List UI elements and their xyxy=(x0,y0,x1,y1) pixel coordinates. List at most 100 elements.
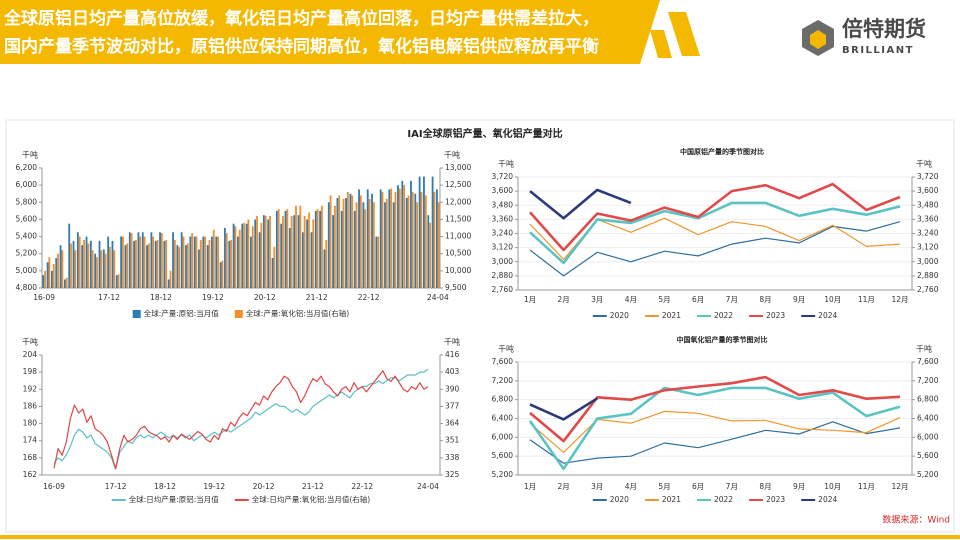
y-tick-label: 186 xyxy=(23,401,38,410)
bar xyxy=(314,210,317,288)
x-tick-label: 12月 xyxy=(891,295,908,304)
line xyxy=(529,397,598,421)
bar xyxy=(262,215,265,288)
legend-label: 2020 xyxy=(610,311,629,320)
y2-tick-label: 377 xyxy=(445,401,460,410)
bar xyxy=(204,236,207,288)
bar xyxy=(353,210,356,288)
bar xyxy=(379,189,382,288)
logo-icon-core xyxy=(810,30,826,49)
x-tick-label: 16-09 xyxy=(33,293,55,302)
bar xyxy=(81,245,84,288)
y-tick-label: 3,000 xyxy=(492,257,514,266)
legend-label: 2022 xyxy=(714,311,733,320)
bar xyxy=(143,236,146,288)
y-tick-label: 3,480 xyxy=(492,200,514,209)
y-tick-label: 204 xyxy=(23,350,38,359)
bar xyxy=(139,236,142,288)
bar xyxy=(206,245,209,288)
bar xyxy=(403,185,406,288)
chart-title: 中国氧化铝产量的季节图对比 xyxy=(677,335,768,344)
bar xyxy=(182,236,185,288)
legend: 全球:日均产量:原铝:当月值 全球:日均产量:氧化铝:当月值(右轴) xyxy=(111,494,370,504)
bar xyxy=(186,243,189,288)
x-tick-label: 21-12 xyxy=(302,482,324,491)
bar xyxy=(228,240,231,288)
y-tick-label: 5,800 xyxy=(16,197,38,206)
line xyxy=(529,375,901,443)
y-tick-label: 162 xyxy=(23,470,38,479)
bar xyxy=(368,198,371,288)
bar xyxy=(290,216,293,288)
bar xyxy=(423,176,425,288)
x-tick-label: 7月 xyxy=(726,482,738,491)
x-tick-label: 21-12 xyxy=(306,293,328,302)
legend-label: 2020 xyxy=(610,495,629,504)
legend-label: 2023 xyxy=(766,311,785,320)
bar xyxy=(346,192,349,288)
y2-tick-label: 2,880 xyxy=(917,271,939,280)
y2-tick-label: 9,500 xyxy=(445,283,467,292)
bar xyxy=(342,198,345,288)
x-tick-label: 17-12 xyxy=(105,482,127,491)
bar xyxy=(295,205,297,288)
bar xyxy=(72,240,75,288)
bar xyxy=(366,189,369,288)
y2-tick-label: 364 xyxy=(445,419,460,428)
y-tick-label: 3,120 xyxy=(492,243,514,252)
bar xyxy=(152,236,155,288)
bar xyxy=(308,212,310,288)
y-tick-label: 5,200 xyxy=(492,470,514,479)
y2-tick-label: 5,600 xyxy=(917,451,939,460)
x-tick-label: 4月 xyxy=(625,295,637,304)
line xyxy=(529,188,632,220)
bar xyxy=(237,236,239,288)
x-tick-label: 1月 xyxy=(524,482,536,491)
y2-tick-label: 416 xyxy=(445,350,460,359)
x-tick-label: 6月 xyxy=(692,482,704,491)
bar xyxy=(98,240,101,288)
bar xyxy=(364,209,367,288)
bar xyxy=(102,249,105,288)
bar xyxy=(410,180,412,288)
bar xyxy=(381,192,384,288)
bar xyxy=(74,250,77,288)
x-tick-label: 24-04 xyxy=(417,482,439,491)
bar xyxy=(299,205,302,288)
bar xyxy=(63,279,66,288)
bar xyxy=(94,253,97,288)
bar xyxy=(433,192,436,288)
x-tick-label: 9月 xyxy=(793,482,805,491)
bar xyxy=(57,253,59,288)
x-tick-label: 22-12 xyxy=(358,293,380,302)
bar xyxy=(340,210,343,288)
legend-label: 2024 xyxy=(818,311,837,320)
bar xyxy=(195,236,198,288)
y2-tick-label: 3,000 xyxy=(917,257,939,266)
bar xyxy=(312,219,315,288)
bar xyxy=(424,195,427,288)
legend-label: 全球:日均产量:原铝:当月值 xyxy=(129,494,220,504)
bar xyxy=(371,193,373,288)
bar xyxy=(390,188,393,288)
y2-tick-label: 10,000 xyxy=(445,266,471,275)
bar xyxy=(436,189,438,288)
y-tick-label: 5,600 xyxy=(16,214,38,223)
y2-axis-unit: 千吨 xyxy=(444,337,460,347)
y-tick-label: 168 xyxy=(23,453,38,462)
y-tick-label: 6,000 xyxy=(492,432,514,441)
line xyxy=(53,370,429,469)
y-tick-label: 4,800 xyxy=(16,283,38,292)
bar xyxy=(345,198,347,288)
line xyxy=(529,221,901,277)
bar xyxy=(429,222,432,288)
bar xyxy=(254,219,257,288)
chart-title: 中国原铝产量的季节图对比 xyxy=(680,147,764,156)
bar xyxy=(306,219,309,288)
y2-tick-label: 3,120 xyxy=(917,243,939,252)
bar xyxy=(385,198,388,288)
bar xyxy=(418,176,421,288)
bar xyxy=(286,209,289,288)
